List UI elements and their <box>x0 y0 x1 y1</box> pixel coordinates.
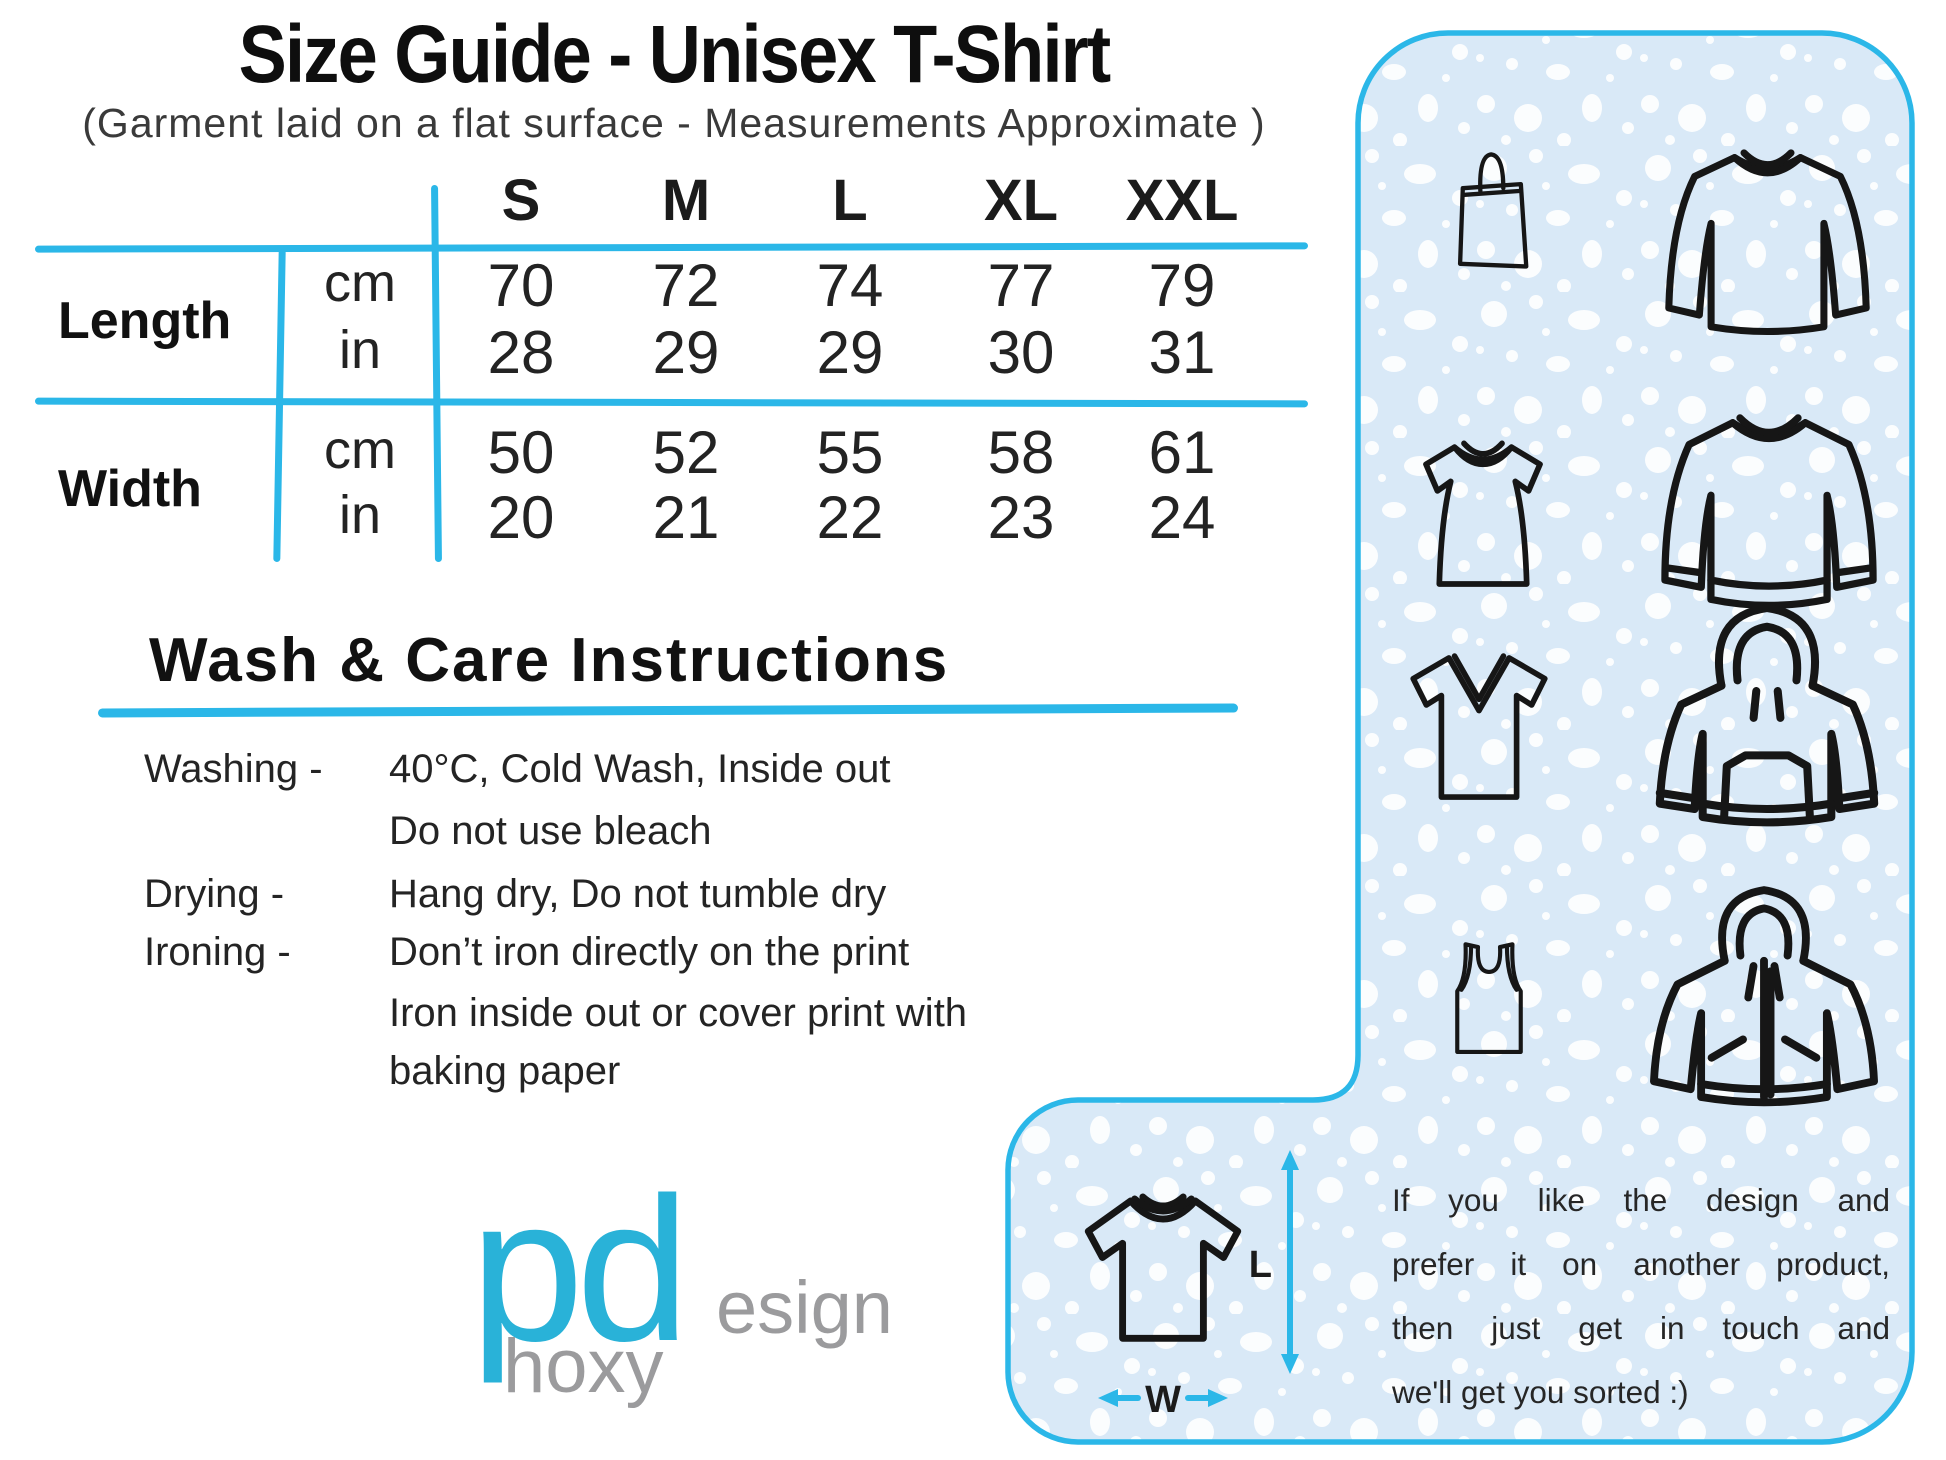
table-cell: 77 <box>987 252 1055 319</box>
table-cell: 20 <box>487 484 555 551</box>
table-cell: 50 <box>487 419 555 486</box>
size-column-xxl: XXL <box>1125 168 1239 233</box>
width-arrow-label: W <box>1145 1379 1181 1421</box>
unit-in: in <box>338 320 382 380</box>
care-text: Don’t iron directly on the print <box>389 930 910 974</box>
care-heading: Wash & Care Instructions <box>149 626 950 695</box>
table-cell: 55 <box>816 419 884 486</box>
table-cell: 79 <box>1148 252 1216 319</box>
table-cell: 21 <box>652 484 720 551</box>
table-cell: 29 <box>816 319 884 386</box>
contact-note-line: prefer it on another product, <box>1392 1246 1890 1282</box>
brand-logo-design-suffix: esign <box>716 1266 893 1349</box>
contact-note-line: then just get in touch and <box>1392 1310 1890 1346</box>
care-text: baking paper <box>389 1049 621 1093</box>
unit-in: in <box>338 485 382 545</box>
care-text: Hang dry, Do not tumble dry <box>389 872 887 916</box>
table-cell: 23 <box>987 484 1055 551</box>
page-subtitle: (Garment laid on a flat surface - Measur… <box>82 100 1266 146</box>
table-cell: 74 <box>816 252 884 319</box>
table-cell: 70 <box>487 252 555 319</box>
brand-logo-phoxy-suffix: hoxy <box>503 1324 664 1409</box>
table-cell: 30 <box>987 319 1055 386</box>
width-arrow <box>1098 1389 1228 1407</box>
table-cell: 29 <box>652 319 720 386</box>
care-label-drying: Drying - <box>144 872 285 916</box>
care-text: Iron inside out or cover print with <box>389 991 968 1035</box>
care-label-washing: Washing - <box>144 747 323 791</box>
size-column-m: M <box>661 168 711 233</box>
table-cell: 31 <box>1148 319 1216 386</box>
table-cell: 28 <box>487 319 555 386</box>
table-cell: 24 <box>1148 484 1216 551</box>
care-text: 40°C, Cold Wash, Inside out <box>389 747 891 791</box>
panel-border <box>1005 30 1915 1445</box>
table-cell: 22 <box>816 484 884 551</box>
size-column-s: S <box>501 168 541 233</box>
length-arrow-label: L <box>1249 1244 1272 1286</box>
unit-cm: cm <box>324 253 396 313</box>
contact-note-line: we'll get you sorted :) <box>1392 1374 1689 1410</box>
size-column-l: L <box>832 168 868 233</box>
table-cell: 61 <box>1148 419 1216 486</box>
contact-note-line: If you like the design and <box>1392 1182 1890 1218</box>
brand-logo-pd: pd <box>470 1155 690 1384</box>
table-cell: 72 <box>652 252 720 319</box>
table-cell: 58 <box>987 419 1055 486</box>
contact-note: If you like the design and prefer it on … <box>1392 1168 1890 1424</box>
unit-cm: cm <box>324 420 396 480</box>
length-arrow <box>1281 1150 1299 1374</box>
care-label-ironing: Ironing - <box>144 930 291 974</box>
page-title: Size Guide - Unisex T-Shirt <box>238 9 1111 100</box>
row-label-length: Length <box>58 292 232 350</box>
table-cell: 52 <box>652 419 720 486</box>
size-column-xl: XL <box>983 168 1059 233</box>
row-label-width: Width <box>58 460 202 518</box>
care-text: Do not use bleach <box>389 809 712 853</box>
